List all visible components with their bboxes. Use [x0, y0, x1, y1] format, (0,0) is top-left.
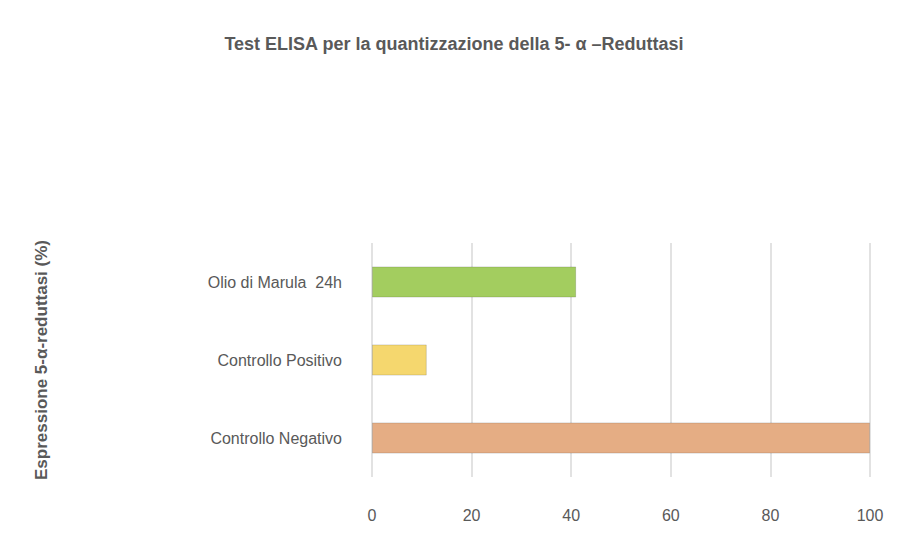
svg-text:0: 0	[368, 507, 377, 524]
svg-text:40: 40	[562, 507, 580, 524]
svg-text:60: 60	[662, 507, 680, 524]
svg-text:100: 100	[857, 507, 884, 524]
svg-text:Controllo Positivo: Controllo Positivo	[218, 352, 343, 369]
svg-text:Espressione 5-α-reduttasi (%): Espressione 5-α-reduttasi (%)	[32, 240, 51, 480]
svg-text:Olio di Marula 24h: Olio di Marula 24h	[208, 274, 342, 291]
svg-text:20: 20	[463, 507, 481, 524]
svg-text:80: 80	[762, 507, 780, 524]
svg-text:Controllo Negativo: Controllo Negativo	[210, 430, 342, 447]
svg-text:Test ELISA per la quantizzazio: Test ELISA per la quantizzazione della 5…	[224, 34, 683, 54]
